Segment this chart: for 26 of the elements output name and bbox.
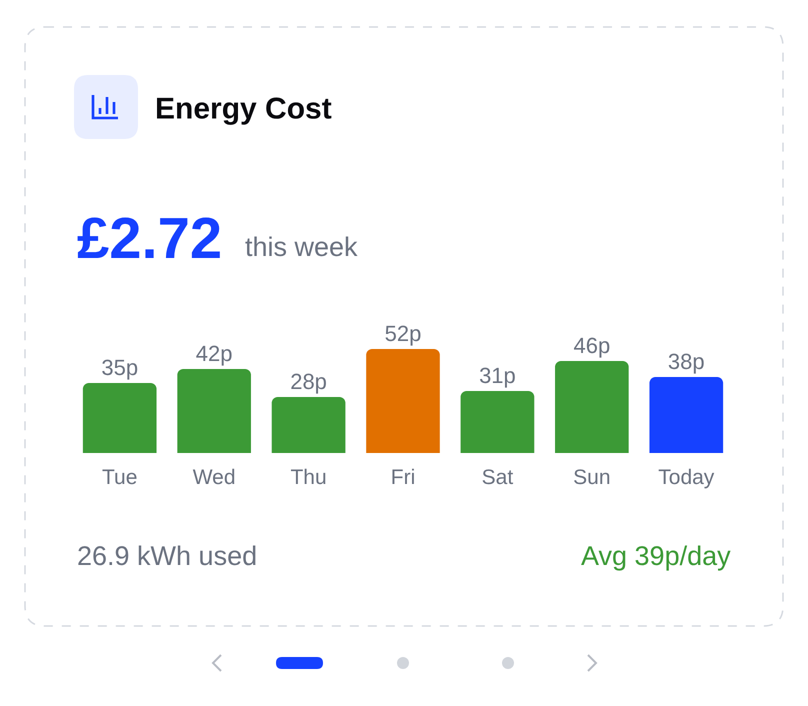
text: this week — [245, 232, 358, 262]
bar — [272, 397, 346, 453]
bar — [649, 377, 724, 453]
text: 26.9 kWh used — [77, 541, 258, 571]
x-tick-label: Sat — [482, 466, 514, 490]
bar — [177, 369, 251, 453]
x-tick-label: Fri — [390, 466, 416, 490]
data-label: 28p — [290, 369, 327, 394]
text: Avg 39p/day — [581, 541, 732, 571]
bar — [366, 349, 440, 453]
x-tick-label: Sun — [573, 466, 611, 490]
data-label: 35p — [101, 355, 138, 380]
bar — [460, 391, 534, 453]
data-label: 52p — [384, 321, 422, 346]
x-tick-label: Wed — [192, 466, 236, 490]
chart-title: Energy Cost — [155, 92, 332, 126]
data-label: 31p — [479, 363, 516, 388]
data-label: 38p — [668, 349, 705, 374]
data-label: 46p — [573, 333, 610, 358]
bar — [82, 383, 157, 453]
bar — [555, 361, 629, 453]
text: £2.72 — [77, 206, 222, 271]
x-tick-label: Today — [658, 466, 715, 490]
data-label: 42p — [196, 341, 233, 366]
x-tick-label: Tue — [102, 466, 138, 490]
x-tick-label: Thu — [290, 466, 327, 490]
